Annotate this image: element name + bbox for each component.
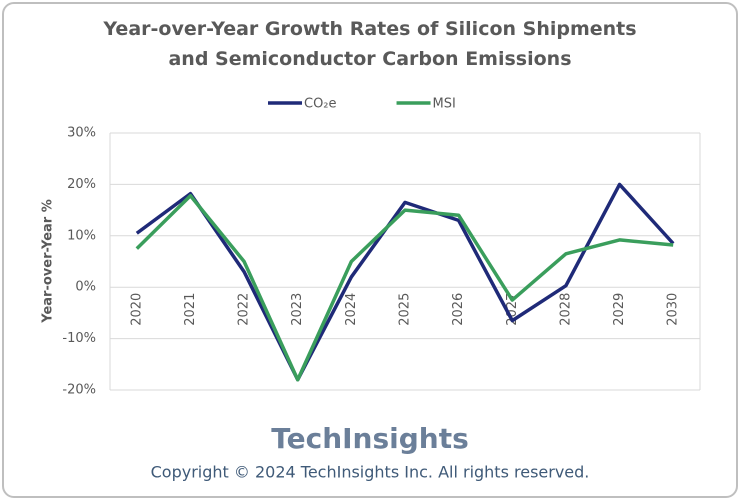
legend-label: CO₂e (304, 97, 337, 112)
y-tick-label: -20% (62, 383, 96, 398)
y-tick-label: 0% (75, 280, 96, 295)
x-tick-label: 2028 (558, 293, 573, 326)
y-tick-label: 20% (67, 177, 96, 192)
x-tick-label: 2021 (183, 293, 198, 326)
y-tick-label: 30% (67, 126, 96, 141)
series-line (135, 182, 675, 382)
x-tick-label: 2026 (451, 293, 466, 326)
logo: TechInsights (271, 422, 469, 455)
copyright: Copyright © 2024 TechInsights Inc. All r… (151, 463, 590, 482)
x-tick-label: 2022 (237, 293, 252, 326)
x-tick-label: 2025 (398, 293, 413, 326)
series-line (135, 193, 674, 382)
y-tick-label: 10% (67, 228, 96, 243)
x-tick-label: 2023 (290, 293, 305, 326)
x-tick-label: 2024 (344, 293, 359, 326)
x-tick-label: 2020 (129, 293, 144, 326)
x-tick-label: 2030 (666, 293, 681, 326)
x-tick-label: 2029 (612, 293, 627, 326)
y-axis-label: Year-over-Year % (41, 199, 56, 324)
legend-label: MSI (433, 97, 456, 112)
y-tick-label: -10% (62, 331, 96, 346)
chart-title: Year-over-Year Growth Rates of Silicon S… (103, 18, 637, 70)
